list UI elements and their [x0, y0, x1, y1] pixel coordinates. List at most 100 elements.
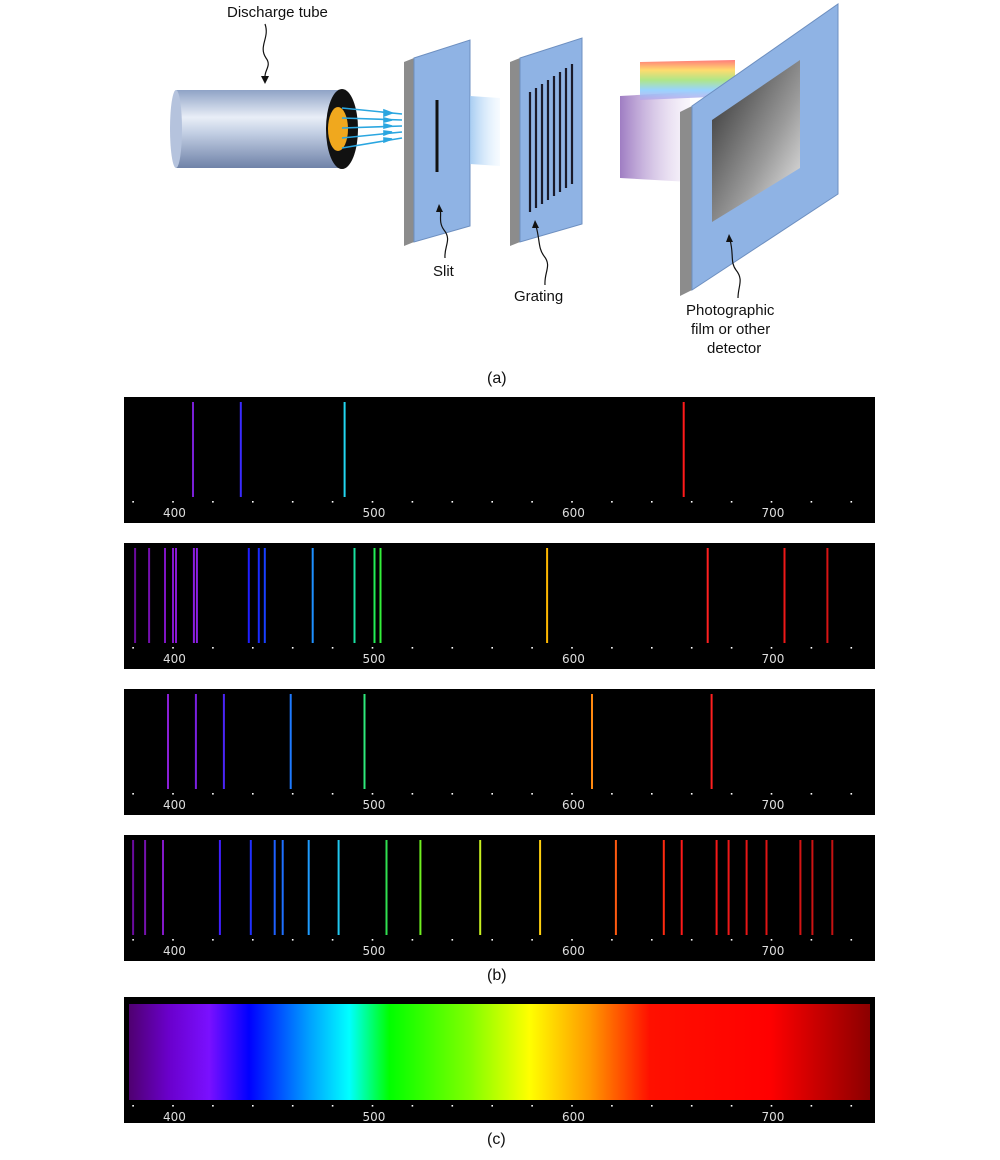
spectrum-2-tick-440 [252, 647, 254, 649]
spectrum-1-tick-label: 700 [762, 506, 785, 520]
spectrum-1-tick-label: 400 [163, 506, 186, 520]
dispersed-beam [620, 92, 690, 182]
emission-spectrum-2: 400 500 600 700 [124, 543, 875, 669]
spectrum-2-tick-580 [531, 647, 533, 649]
spectrum-4-tick-520 [411, 939, 414, 941]
continuous-tick-label: 400 [163, 1110, 186, 1124]
spectrum-3-tick-380 [132, 793, 134, 795]
detector-label-line1: Photographic [686, 302, 775, 319]
spectrum-3-tick-720 [810, 793, 813, 795]
detector-label-line3: detector [707, 340, 762, 357]
spectrum-3-tick-460 [291, 793, 294, 795]
spectrum-2-tick-label: 500 [363, 652, 386, 666]
spectrum-4-tick-380 [132, 939, 134, 941]
spectrum-4-tick-600 [571, 939, 573, 941]
pointer-arrowheads [261, 76, 733, 242]
spectrum-4-emission-line [273, 840, 276, 935]
spectrum-3-tick-740 [850, 793, 853, 795]
spectrum-4-emission-line [811, 840, 814, 935]
caption-b: (b) [487, 967, 507, 984]
spectrum-3-tick-420 [212, 793, 214, 795]
continuous-tick-380 [132, 1105, 134, 1107]
spectrum-1-tick-740 [850, 501, 853, 503]
continuous-tick-460 [291, 1105, 294, 1107]
spectrum-2-tick-label: 400 [163, 652, 186, 666]
spectrum-2-tick-400 [172, 647, 174, 649]
detector-label-line2: film or other [691, 321, 771, 338]
spectrum-1-emission-line [192, 402, 194, 497]
spectrum-4-tick-620 [611, 939, 613, 941]
spectrum-2-emission-line [164, 548, 166, 643]
spectrum-1-emission-line [343, 402, 346, 497]
spectrum-3-emission-line [710, 694, 713, 789]
spectrum-1-tick-440 [252, 501, 254, 503]
spectrum-2-emission-line [373, 548, 376, 643]
spectrum-4-emission-line [680, 840, 683, 935]
spectrum-1-tick-700 [770, 501, 773, 503]
spectrum-3-tick-640 [651, 793, 653, 795]
spectrum-2-tick-label: 600 [562, 652, 585, 666]
grating-label: Grating [514, 288, 564, 305]
spectrum-2-emission-line [706, 548, 709, 643]
spectrum-2-emission-line [263, 548, 266, 643]
continuous-tick-label: 700 [762, 1110, 785, 1124]
spectrum-1-emission-line [682, 402, 685, 497]
spectrum-1-tick-460 [291, 501, 294, 503]
spectrum-2-tick-700 [770, 647, 773, 649]
slit-plate [404, 39, 471, 246]
spectrum-4-tick-label: 500 [363, 944, 386, 958]
spectrum-4-emission-line [745, 840, 748, 935]
continuous-tick-640 [651, 1105, 653, 1107]
continuous-tick-620 [611, 1105, 613, 1107]
caption-a: (a) [487, 370, 507, 387]
spectrum-1-tick-540 [451, 501, 454, 503]
spectrum-3-tick-label: 700 [762, 798, 785, 812]
emission-spectrum-4: 400 500 600 700 [124, 835, 875, 961]
slit-label: Slit [433, 263, 454, 280]
spectrum-1-tick-660 [690, 501, 693, 503]
continuous-tick-600 [571, 1105, 573, 1107]
spectrum-3-tick-580 [531, 793, 533, 795]
spectrum-4-emission-line [539, 840, 542, 935]
continuous-tick-700 [770, 1105, 773, 1107]
spectrum-2-emission-line [148, 548, 151, 643]
spectrum-1-tick-620 [611, 501, 613, 503]
spectrum-2-emission-line [379, 548, 382, 643]
grating-plate [510, 37, 583, 246]
spectrum-1-tick-600 [571, 501, 573, 503]
continuous-tick-500 [371, 1105, 374, 1107]
spectrum-3-emission-line [194, 694, 197, 789]
spectrum-2-emission-line [192, 548, 195, 643]
continuous-tick-520 [411, 1105, 414, 1107]
spectrum-4-tick-label: 700 [762, 944, 785, 958]
spectrum-3-emission-line [222, 694, 225, 789]
spectrum-2-tick-540 [451, 647, 454, 649]
spectrum-2-tick-720 [810, 647, 813, 649]
spectrum-4-emission-line [307, 840, 310, 935]
spectrum-4-emission-line [831, 840, 834, 935]
spectrum-4-tick-label: 600 [562, 944, 585, 958]
continuous-tick-420 [212, 1105, 214, 1107]
spectrum-4-emission-line [144, 840, 147, 935]
discharge-tube-label: Discharge tube [227, 4, 328, 21]
spectrum-2-tick-420 [212, 647, 214, 649]
spectrum-1-tick-400 [172, 501, 174, 503]
spectrum-3-tick-label: 500 [363, 798, 386, 812]
spectrum-2-tick-560 [491, 647, 493, 649]
pointer-arrows [262, 23, 741, 299]
spectrum-4-emission-line [799, 840, 802, 935]
spectrum-2-emission-line [134, 548, 137, 643]
continuous-tick-440 [252, 1105, 254, 1107]
spectrum-1-tick-label: 600 [562, 506, 585, 520]
spectrum-1-tick-380 [132, 501, 134, 503]
spectrum-3-tick-600 [571, 793, 573, 795]
continuous-tick-400 [172, 1105, 174, 1107]
continuous-spectrum: 400 500 600 700 [124, 997, 875, 1124]
spectrum-4-emission-line [249, 840, 252, 935]
spectrum-4-tick-460 [291, 939, 294, 941]
spectrum-1-tick-640 [651, 501, 653, 503]
spectrum-3-emission-line [289, 694, 292, 789]
spectrum-2-tick-600 [571, 647, 573, 649]
spectrum-4-emission-line [715, 840, 718, 935]
spectrum-2-emission-line [826, 548, 829, 643]
